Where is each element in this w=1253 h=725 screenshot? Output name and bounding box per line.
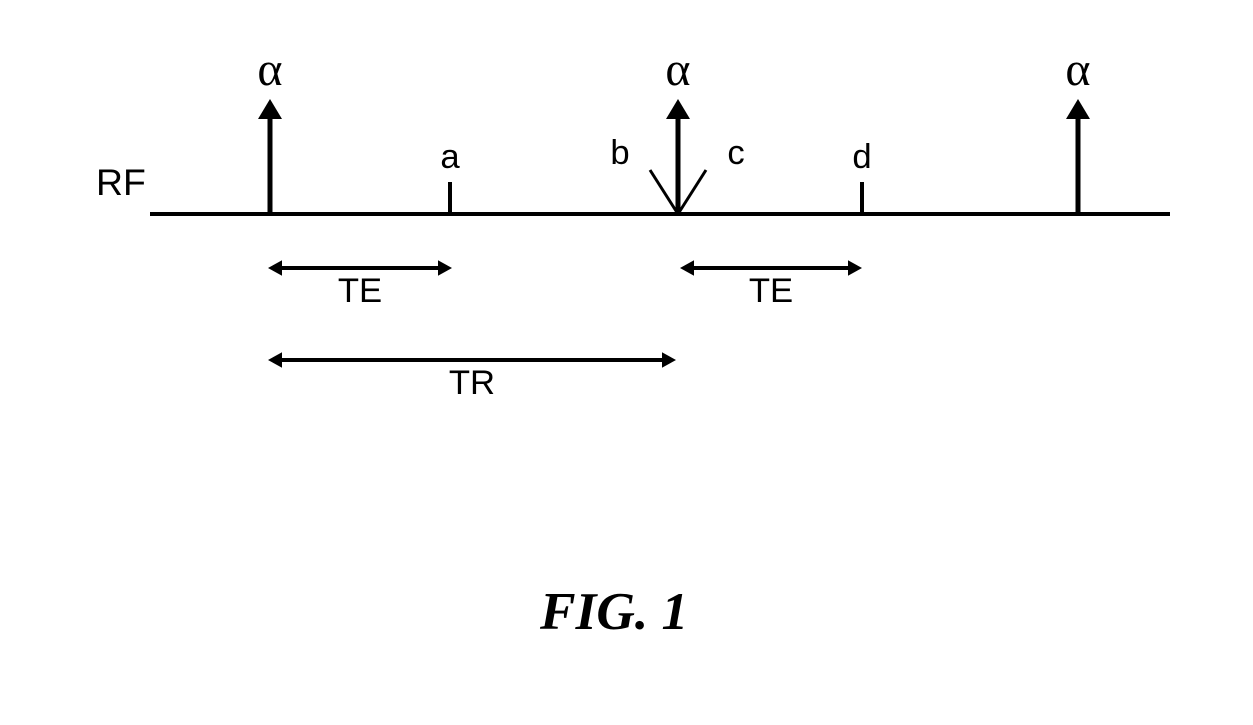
tick-label-d: d (852, 138, 871, 176)
dimension-label-tr: TR (449, 364, 495, 402)
split-marker-c-line (678, 170, 706, 214)
split-label-c: c (727, 134, 744, 172)
rf-axis-label: RF (96, 161, 146, 203)
split-marker-b-line (650, 170, 678, 214)
alpha-label: α (1065, 43, 1090, 96)
dimension-label-te: TE (749, 272, 793, 310)
dimension-label-te: TE (338, 272, 382, 310)
tick-label-a: a (440, 138, 460, 176)
figure-caption: FIG. 1 (540, 580, 688, 642)
alpha-label: α (257, 43, 282, 96)
split-label-b: b (610, 134, 629, 172)
figure-container: RF α α α a d b c TE TE TR FIG. 1 (0, 0, 1253, 720)
alpha-label: α (665, 43, 690, 96)
